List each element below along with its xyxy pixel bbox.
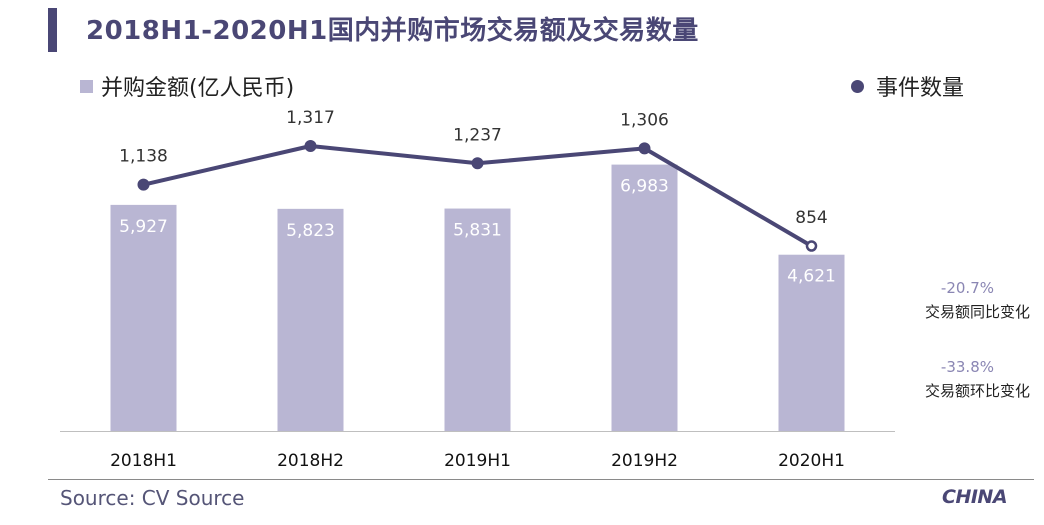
- line-value-label: 1,237: [453, 125, 502, 145]
- source-divider: [48, 479, 1034, 480]
- line-value-label: 1,138: [119, 147, 168, 167]
- x-tick-label: 2019H1: [444, 451, 511, 471]
- source-text: Source: CV Source: [60, 486, 245, 510]
- qoq-label: 交易额环比变化: [924, 382, 1030, 400]
- line-point-2019H2: [638, 142, 651, 155]
- line-value-label: 854: [795, 208, 827, 228]
- china-logo: CHINA: [942, 486, 1008, 508]
- line-value-label: 1,306: [620, 110, 669, 130]
- legend-line-dot: [851, 79, 864, 93]
- bar-value-label: 5,823: [286, 221, 335, 241]
- x-tick-label: 2018H2: [277, 451, 344, 471]
- title-accent-bar: [48, 8, 57, 52]
- line-point-2020H1: [805, 240, 818, 252]
- legend-bar-series: 并购金额(亿人民币): [80, 70, 294, 102]
- line-point-2019H1: [471, 157, 484, 170]
- bar-value-label: 5,831: [453, 221, 502, 241]
- bar-2018H2: [277, 208, 344, 431]
- line-value-label: 1,317: [286, 108, 335, 128]
- yoy-label: 交易额同比变化: [924, 303, 1030, 321]
- bar-2019H2: [611, 164, 678, 431]
- bar-value-label: 6,983: [620, 177, 669, 197]
- x-tick-label: 2018H1: [110, 451, 177, 471]
- bar-2020H1: [778, 254, 845, 431]
- bar-value-label: 4,621: [787, 267, 836, 287]
- line-point-2018H1: [137, 178, 150, 191]
- legend-bar-label: 并购金额(亿人民币): [101, 76, 295, 101]
- bar-2019H1: [444, 208, 511, 431]
- legend-bar-swatch: [80, 79, 93, 93]
- legend-line-series: 事件数量: [851, 70, 964, 102]
- line-point-2018H2: [304, 140, 317, 152]
- bar-value-label: 5,927: [119, 217, 168, 237]
- legend-line-label: 事件数量: [876, 76, 965, 101]
- x-tick-label: 2019H2: [611, 451, 678, 471]
- x-tick-label: 2020H1: [778, 451, 845, 471]
- chart-title: 2018H1-2020H1国内并购市场交易额及交易数量: [86, 16, 699, 46]
- bar-2018H1: [110, 204, 177, 431]
- yoy-percent: -20.7%: [940, 279, 994, 297]
- qoq-percent: -33.8%: [940, 358, 994, 376]
